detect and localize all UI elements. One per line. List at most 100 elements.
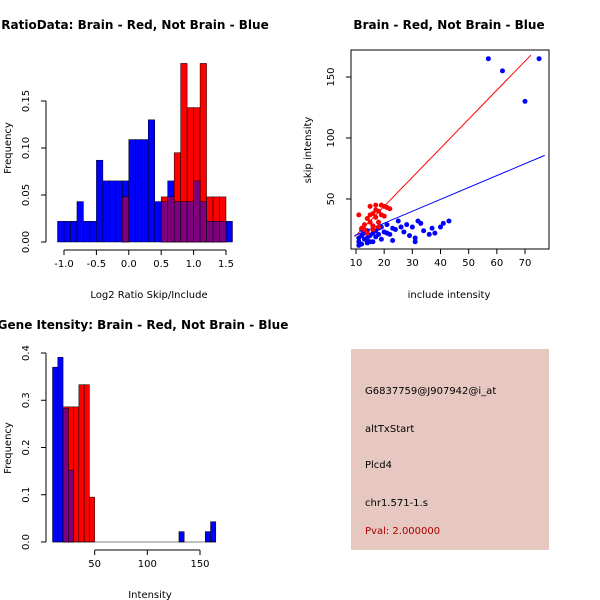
not-brain-point [378, 236, 384, 242]
ratio-not-brain-bar [109, 180, 117, 243]
gene-intensity-axes: 50 100 150 0.0 0.1 0.2 0.3 0.4 [21, 345, 210, 570]
not-brain-point [356, 242, 362, 248]
brain-point [361, 222, 367, 228]
probe-info-panel: G6837759@J907942@i_at altTxStart Plcd4 c… [351, 349, 549, 550]
ratio-not-brain-bar [225, 221, 233, 243]
intensity-scatter-title: Brain - Red, Not Brain - Blue [353, 18, 544, 32]
brain-point [367, 203, 373, 209]
scatter-y-tick-label: 50 [326, 193, 337, 206]
scatter-x-tick-label: 60 [490, 258, 503, 269]
scatter-y-tick-label: 150 [326, 67, 337, 86]
not-brain-point [384, 222, 390, 228]
ratio-histogram-axes: -1.0 -0.5 0.0 0.5 1.0 1.5 0.00 0.05 0.10 0.15 [21, 90, 234, 270]
not-brain-point [412, 239, 418, 245]
intensity-overlap-bar [62, 408, 69, 543]
not-brain-point [376, 231, 382, 237]
brain-point [376, 219, 382, 225]
not-brain-point [404, 222, 410, 228]
brain-point [376, 208, 382, 214]
probe-id: G6837759@J907942@i_at [365, 386, 497, 397]
ratio-x-tick-label: -0.5 [87, 259, 107, 270]
intensity-scatter-fit-lines [354, 54, 545, 238]
scatter-x-tick-label: 10 [350, 258, 363, 269]
intensity-not-brain-bar [57, 357, 64, 543]
brain-point [373, 214, 379, 220]
not-brain-point [398, 224, 404, 230]
not-brain-point [440, 220, 446, 226]
scatter-y-tick-label: 100 [326, 128, 337, 147]
not-brain-point [522, 98, 528, 104]
gene-intensity-xlabel: Intensity [128, 590, 172, 600]
ratio-overlap-bar [206, 221, 214, 243]
not-brain-point [418, 220, 424, 226]
intensity-brain-bar [73, 406, 80, 543]
ratio-y-tick-label: 0.00 [21, 231, 32, 253]
not-brain-point [485, 56, 491, 62]
ratio-not-brain-bar [83, 221, 91, 243]
brain-point [359, 225, 365, 231]
intensity-y-tick-label: 0.1 [21, 487, 32, 503]
not-brain-point [438, 224, 443, 230]
intensity-y-tick-label: 0.0 [21, 534, 32, 550]
brain-point [387, 206, 393, 212]
brain-fit-line [354, 54, 532, 238]
ratio-x-tick-label: 0.5 [153, 259, 169, 270]
intensity-scatter-xlabel: include intensity [408, 290, 491, 301]
scatter-x-tick-label: 50 [462, 258, 475, 269]
ratio-y-tick-label: 0.05 [21, 184, 32, 206]
intensity-y-tick-label: 0.2 [21, 440, 32, 456]
p-value: Pval: 2.000000 [365, 526, 441, 537]
intensity-not-brain-bar [52, 366, 59, 543]
ratio-not-brain-bar [141, 139, 149, 243]
ratio-histogram-ylabel: Frequency [3, 122, 14, 174]
brain-point [356, 212, 362, 218]
intensity-y-tick-label: 0.4 [21, 345, 32, 361]
ratio-x-tick-label: 1.5 [218, 259, 234, 270]
ratio-histogram: RatioData: Brain - Red, Not Brain - Blue… [1, 18, 268, 301]
not-brain-point [395, 218, 401, 224]
brain-point [364, 230, 370, 236]
ratio-y-tick-label: 0.10 [21, 137, 32, 159]
intensity-not-brain-bar [178, 531, 185, 543]
brain-point [364, 216, 370, 222]
ratio-not-brain-bar [135, 139, 143, 243]
intensity-scatter-points [356, 56, 542, 248]
ratio-not-brain-bar [128, 139, 136, 243]
ratio-not-brain-bar [89, 221, 97, 243]
event-type: altTxStart [365, 424, 415, 435]
not-brain-point [407, 233, 413, 239]
not-brain-point [401, 229, 407, 235]
not-brain-point [432, 230, 438, 236]
ratio-x-tick-label: 1.0 [186, 259, 202, 270]
ratio-not-brain-bar [57, 221, 65, 243]
brain-point [370, 223, 376, 229]
intensity-scatter-ylabel: skip intensity [303, 117, 314, 184]
ratio-overlap-bar [160, 201, 168, 243]
genomic-location: chr1.571-1.s [365, 498, 428, 509]
ratio-not-brain-bar [63, 221, 71, 243]
intensity-not-brain-bar [210, 521, 217, 543]
brain-point [367, 219, 373, 225]
brain-point [381, 213, 387, 219]
ratio-not-brain-bar [76, 201, 84, 243]
ratio-histogram-bars [57, 63, 233, 243]
ratio-overlap-bar [199, 201, 207, 243]
not-brain-point [421, 228, 427, 234]
ratio-overlap-bar [180, 201, 188, 243]
not-brain-fit-line [354, 154, 545, 237]
ratio-y-tick-label: 0.15 [21, 90, 32, 112]
ratio-not-brain-bar [70, 221, 78, 243]
gene-intensity-bars [52, 357, 217, 543]
intensity-x-tick-label: 150 [190, 559, 209, 570]
brain-point [376, 224, 382, 230]
gene-intensity-title: Gene Itensity: Brain - Red, Not Brain - … [0, 318, 288, 332]
not-brain-point [426, 231, 432, 237]
gene-intensity-histogram: Gene Itensity: Brain - Red, Not Brain - … [0, 318, 288, 600]
not-brain-point [446, 218, 452, 224]
ratio-overlap-bar [212, 221, 220, 243]
ratio-overlap-bar [193, 180, 201, 243]
not-brain-point [412, 235, 418, 241]
not-brain-point [390, 237, 396, 243]
ratio-not-brain-bar [96, 159, 104, 243]
